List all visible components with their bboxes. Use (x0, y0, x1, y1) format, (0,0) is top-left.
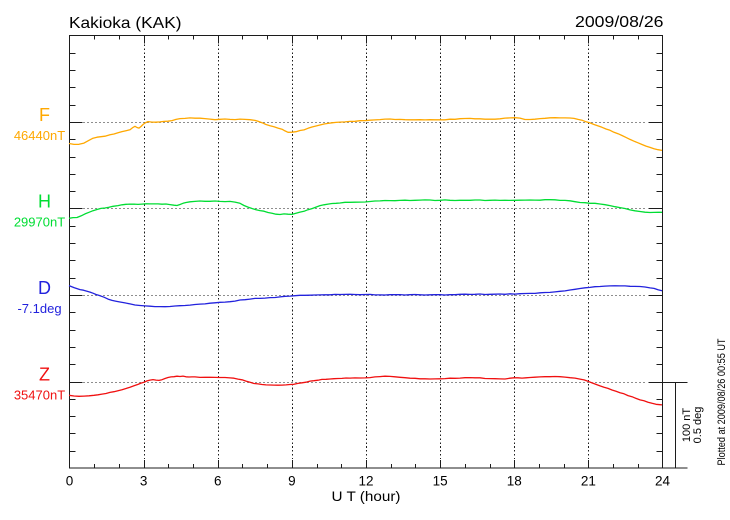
svg-text:35470nT: 35470nT (14, 388, 65, 403)
svg-text:9: 9 (288, 474, 296, 489)
svg-text:18: 18 (507, 474, 522, 489)
svg-text:H: H (38, 192, 51, 212)
svg-text:0: 0 (66, 474, 74, 489)
svg-text:46440nT: 46440nT (14, 128, 65, 143)
svg-text:12: 12 (358, 474, 373, 489)
svg-text:6: 6 (214, 474, 222, 489)
svg-text:0.5 deg: 0.5 deg (692, 407, 704, 444)
svg-text:Plotted at 2009/08/26 00:55 UT: Plotted at 2009/08/26 00:55 UT (716, 338, 728, 465)
svg-text:2009/08/26: 2009/08/26 (575, 14, 664, 31)
svg-text:-7.1deg: -7.1deg (17, 301, 61, 316)
svg-text:Kakioka (KAK): Kakioka (KAK) (69, 15, 182, 32)
svg-text:24: 24 (655, 474, 671, 489)
svg-text:21: 21 (581, 474, 596, 489)
svg-text:F: F (39, 105, 50, 125)
svg-text:29970nT: 29970nT (14, 215, 65, 230)
svg-text:100 nT: 100 nT (681, 408, 693, 443)
svg-text:U T (hour): U T (hour) (332, 488, 401, 504)
svg-text:Z: Z (39, 365, 50, 385)
svg-text:15: 15 (433, 474, 448, 489)
svg-text:3: 3 (140, 474, 148, 489)
svg-text:D: D (38, 278, 51, 298)
